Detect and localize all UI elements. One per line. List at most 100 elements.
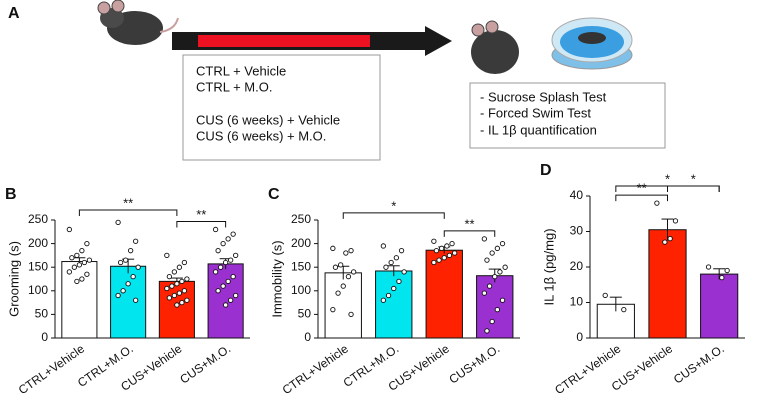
panel-label: D — [540, 162, 552, 179]
tests-box — [469, 82, 666, 149]
data-point — [79, 276, 85, 282]
error-bar — [609, 296, 622, 312]
data-point — [222, 259, 229, 266]
y-tick-label: 0 — [304, 330, 311, 344]
data-point — [74, 278, 80, 285]
data-point — [174, 302, 180, 308]
data-point — [662, 239, 668, 245]
data-point — [348, 311, 354, 318]
data-point — [332, 264, 339, 270]
bar — [110, 265, 147, 339]
x-tick-label: CUS+M.O. — [671, 342, 727, 387]
panel-label: B — [5, 186, 17, 203]
error-bar — [661, 218, 674, 241]
significance-label: * — [665, 171, 670, 186]
bar — [648, 229, 687, 339]
data-point — [398, 248, 405, 254]
data-point — [602, 292, 608, 299]
data-point — [484, 328, 490, 334]
data-point — [481, 290, 488, 296]
data-point — [179, 299, 185, 306]
data-point — [330, 307, 336, 313]
y-tick-label: 50 — [298, 307, 312, 321]
data-point — [667, 235, 673, 242]
data-point — [396, 278, 402, 285]
data-point — [705, 264, 712, 270]
significance-label: ** — [196, 207, 206, 222]
condition: CUS (6 weeks) + M.O. — [196, 128, 326, 143]
data-point — [719, 274, 725, 281]
y-tick-label: 250 — [291, 212, 311, 226]
y-tick-label: 0 — [576, 330, 583, 344]
y-tick-label: 50 — [35, 307, 49, 321]
data-point — [497, 269, 503, 275]
data-point — [135, 264, 141, 270]
y-tick-label: 150 — [28, 259, 48, 273]
data-point — [672, 218, 679, 224]
data-point — [481, 236, 488, 242]
significance-bracket — [443, 230, 496, 237]
data-point — [233, 252, 239, 259]
data-point — [225, 236, 231, 242]
data-point — [494, 307, 500, 313]
bar — [324, 272, 362, 339]
panel-label: C — [268, 186, 280, 203]
data-point — [74, 252, 80, 259]
x-tick-label: CUS+M.O. — [177, 342, 233, 387]
data-point — [388, 259, 394, 266]
test: - IL 1β quantification — [480, 122, 597, 137]
data-point — [451, 250, 458, 256]
data-point — [184, 297, 190, 303]
data-point — [71, 264, 78, 270]
y-tick-label: 10 — [570, 295, 584, 309]
data-point — [171, 269, 178, 275]
error-bar — [713, 268, 726, 280]
significance-label: * — [391, 198, 396, 213]
data-point — [343, 250, 349, 256]
significance-label: * — [691, 171, 696, 186]
data-point — [179, 278, 185, 285]
y-tick-label: 150 — [291, 259, 311, 273]
data-point — [492, 273, 498, 280]
data-point — [350, 269, 357, 275]
data-point — [401, 269, 407, 275]
data-point — [164, 252, 170, 259]
significance-bracket — [615, 194, 668, 202]
x-tick-label: CTRL+Vehicle — [280, 341, 351, 397]
arrow-head — [425, 26, 452, 56]
bar — [700, 273, 739, 339]
y-tick-label: 100 — [28, 283, 48, 297]
data-point — [383, 264, 389, 270]
error-bar — [387, 265, 400, 277]
significance-bracket — [78, 209, 178, 216]
data-point — [174, 281, 180, 287]
data-point — [181, 259, 188, 266]
data-point — [166, 295, 173, 301]
bar — [476, 275, 514, 339]
conditions-box — [182, 54, 381, 161]
significance-bracket — [176, 220, 227, 228]
data-point — [171, 292, 178, 299]
data-point — [484, 257, 490, 263]
y-axis-label: IL 1β (pg/mg) — [541, 228, 556, 305]
data-point — [335, 290, 341, 296]
test: - Forced Swim Test — [480, 105, 591, 120]
data-point — [433, 248, 440, 254]
y-tick-label: 100 — [291, 283, 311, 297]
test: - Sucrose Splash Test — [480, 89, 607, 104]
data-point — [499, 297, 506, 303]
significance-label: ** — [123, 195, 133, 210]
data-point — [227, 257, 234, 263]
y-tick-label: 0 — [41, 330, 48, 344]
data-point — [132, 297, 139, 303]
data-point — [125, 281, 131, 287]
data-point — [122, 257, 129, 263]
bar — [207, 263, 244, 339]
significance-bracket — [667, 185, 720, 192]
data-point — [431, 259, 437, 266]
data-point — [499, 240, 506, 247]
data-point — [486, 283, 493, 289]
data-point — [230, 273, 236, 280]
data-point — [215, 248, 221, 254]
